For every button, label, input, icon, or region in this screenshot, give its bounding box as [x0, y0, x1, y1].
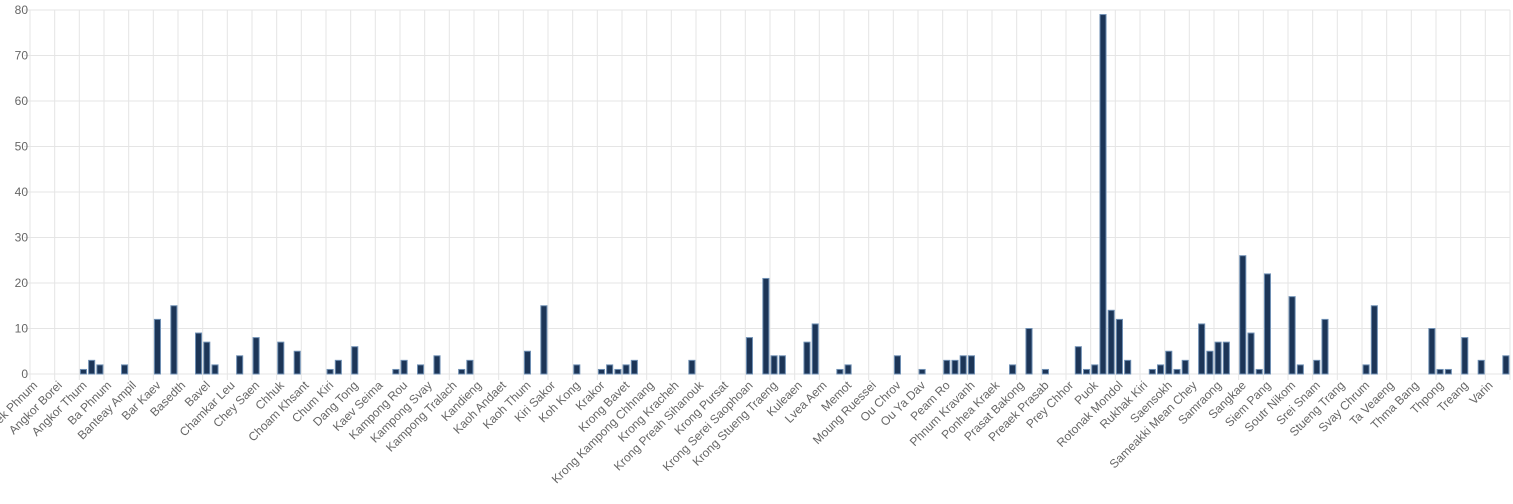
bar — [1025, 328, 1033, 375]
bar — [918, 368, 926, 375]
bar — [745, 337, 753, 375]
bar — [1124, 359, 1132, 375]
y-tick-label: 60 — [15, 94, 29, 108]
y-tick-label: 30 — [15, 231, 29, 245]
bar — [1428, 328, 1436, 375]
bar — [1477, 359, 1485, 375]
bar — [836, 368, 844, 375]
bar — [630, 359, 638, 375]
y-tick-label: 50 — [15, 140, 29, 154]
bar — [1165, 350, 1173, 375]
bar — [1115, 318, 1123, 375]
bar — [606, 364, 614, 375]
bar — [1074, 346, 1082, 375]
bar — [195, 332, 203, 375]
bar — [573, 364, 581, 375]
bar — [597, 368, 605, 375]
bar — [1041, 368, 1049, 375]
bar — [1173, 368, 1181, 375]
bar — [893, 355, 901, 375]
bar — [466, 359, 474, 375]
bar — [1222, 341, 1230, 375]
bar — [170, 305, 178, 375]
bar — [770, 355, 778, 375]
bar — [400, 359, 408, 375]
bar — [1206, 350, 1214, 375]
bar — [1148, 368, 1156, 375]
y-tick-label: 0 — [21, 367, 28, 381]
y-tick-label: 20 — [15, 276, 29, 290]
bar — [1362, 364, 1370, 375]
bar — [844, 364, 852, 375]
bar — [1313, 359, 1321, 375]
bar — [1083, 368, 1091, 375]
bar — [153, 318, 161, 375]
bar — [351, 346, 359, 375]
bar — [252, 337, 260, 375]
bar — [951, 359, 959, 375]
y-tick-label: 40 — [15, 185, 29, 199]
bar — [1099, 14, 1107, 375]
bar — [417, 364, 425, 375]
bar — [967, 355, 975, 375]
bar — [778, 355, 786, 375]
bar — [959, 355, 967, 375]
bar — [1091, 364, 1099, 375]
bar — [614, 368, 622, 375]
y-tick-label: 80 — [15, 3, 29, 17]
bar — [1255, 368, 1263, 375]
y-tick-label: 70 — [15, 49, 29, 63]
bar — [277, 341, 285, 375]
bar — [1009, 364, 1017, 375]
bar — [1370, 305, 1378, 375]
bar — [433, 355, 441, 375]
bar — [1502, 355, 1510, 375]
bar — [1181, 359, 1189, 375]
bar — [88, 359, 96, 375]
bar — [334, 359, 342, 375]
bar — [392, 368, 400, 375]
bar — [1321, 318, 1329, 375]
bar — [1288, 296, 1296, 375]
bar — [803, 341, 811, 375]
bar — [121, 364, 129, 375]
bar — [523, 350, 531, 375]
bar — [79, 368, 87, 375]
bar — [1247, 332, 1255, 375]
bar — [1214, 341, 1222, 375]
y-tick-label: 10 — [15, 322, 29, 336]
bar — [540, 305, 548, 375]
bar — [96, 364, 104, 375]
bar — [1461, 337, 1469, 375]
bar — [1107, 309, 1115, 375]
bar — [211, 364, 219, 375]
bar — [326, 368, 334, 375]
bar — [622, 364, 630, 375]
bar — [1198, 323, 1206, 375]
bar — [203, 341, 211, 375]
bar — [236, 355, 244, 375]
bar — [688, 359, 696, 375]
bar — [458, 368, 466, 375]
bar — [811, 323, 819, 375]
bar — [1436, 368, 1444, 375]
bar — [1157, 364, 1165, 375]
bar — [1444, 368, 1452, 375]
bar — [293, 350, 301, 375]
bar — [1239, 255, 1247, 375]
bar — [1296, 364, 1304, 375]
bar — [943, 359, 951, 375]
bar — [762, 277, 770, 375]
x-tick-label: Varin — [1466, 378, 1495, 407]
bar — [1263, 273, 1271, 375]
